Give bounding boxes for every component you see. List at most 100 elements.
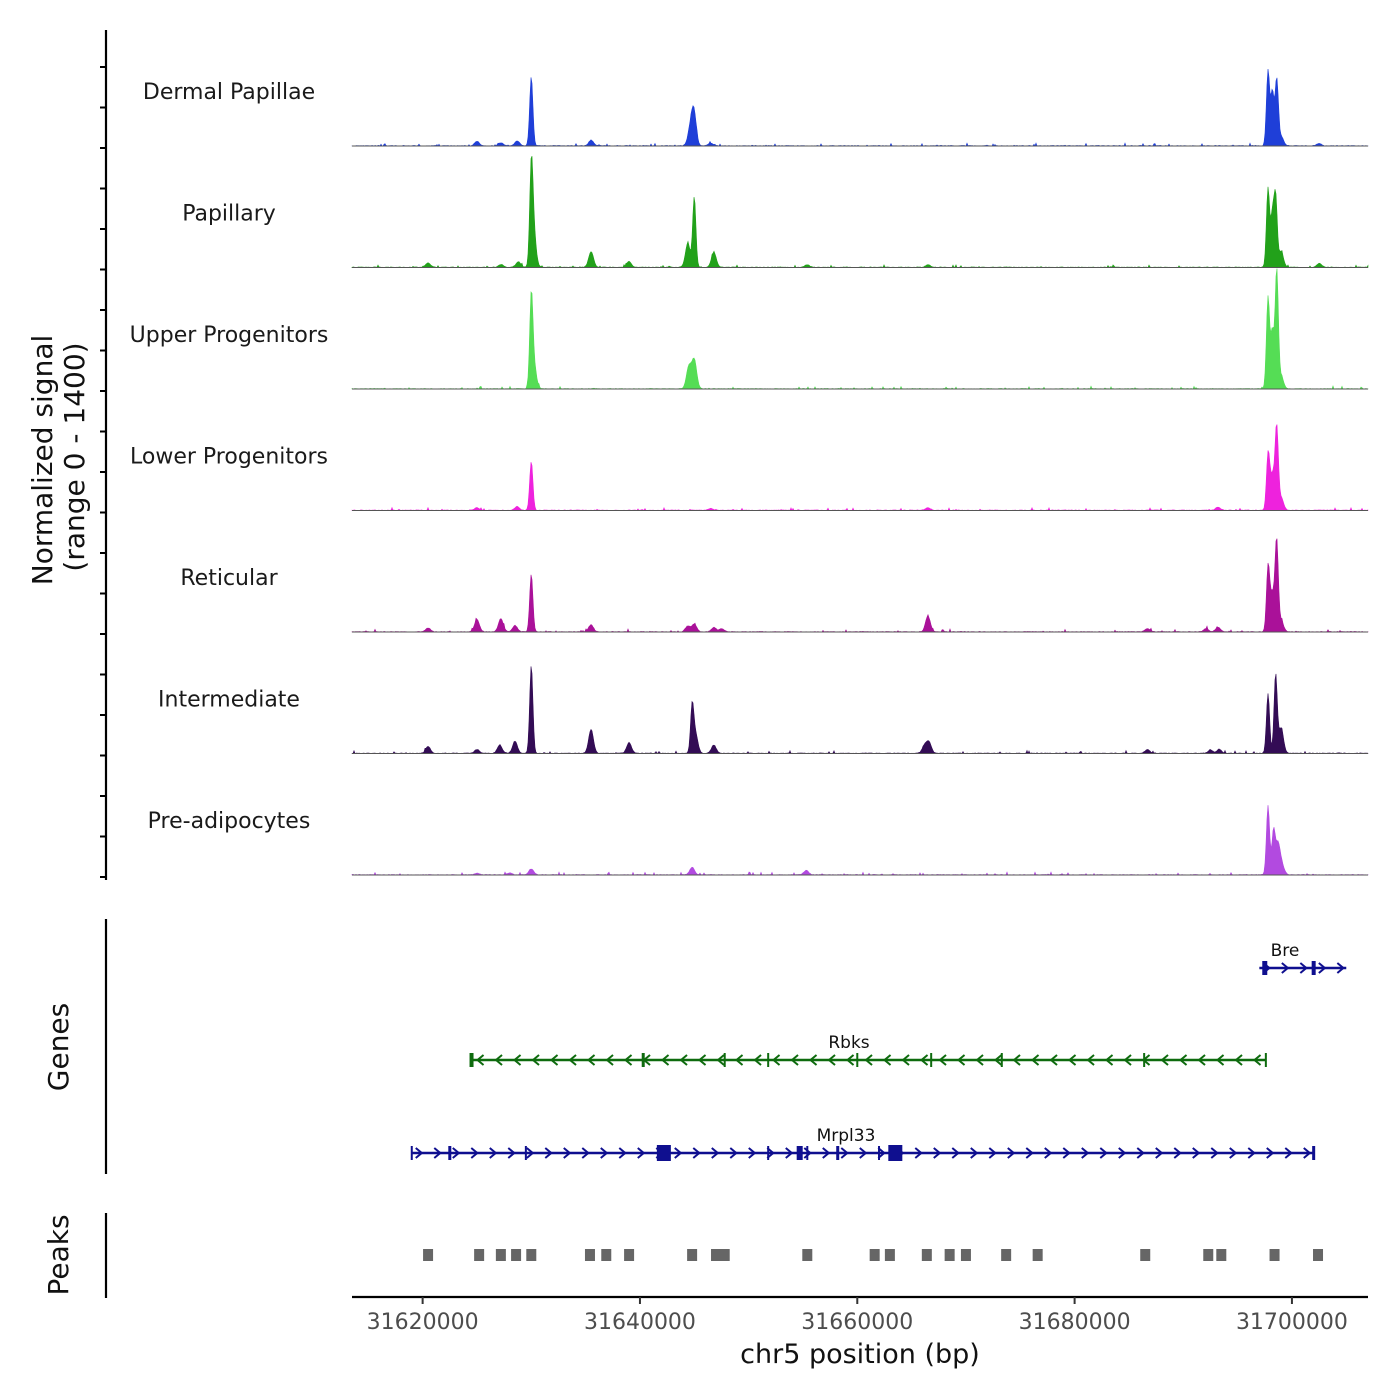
strand-arrow-icon: [790, 1054, 799, 1066]
x-axis: 31620000 31640000 31660000 31680000 31700000: [100, 30, 1368, 1335]
gene-label: Rbks: [828, 1033, 869, 1053]
strand-arrow-icon: [988, 1147, 997, 1159]
y-axis-range: (range 0 - 1400): [58, 342, 91, 571]
x-tick-label: 31660000: [801, 1310, 913, 1335]
signal-area: [351, 69, 1369, 147]
peak-region: [1313, 1249, 1324, 1261]
peak-region: [584, 1249, 595, 1261]
peak-region: [624, 1249, 635, 1261]
y-axis-title: Normalized signal: [26, 335, 59, 586]
peak-region: [511, 1249, 522, 1261]
x-axis-title: chr5 position (bp): [740, 1339, 980, 1370]
gene-exon: [767, 1053, 770, 1067]
gene-exon: [1311, 961, 1316, 975]
strand-arrow-icon: [1030, 1054, 1040, 1066]
strand-arrow-icon: [1178, 1054, 1188, 1066]
strand-arrow-icon: [470, 1147, 479, 1159]
peak-region: [495, 1249, 506, 1261]
gene-model: Mrpl33: [410, 1126, 1316, 1161]
strand-arrow-icon: [827, 1054, 836, 1066]
strand-arrow-icon: [1044, 1147, 1053, 1159]
strand-arrow-icon: [1081, 1147, 1090, 1159]
gene-exon: [723, 1053, 726, 1067]
strand-arrow-icon: [933, 1147, 942, 1159]
genes-track-title: Genes: [42, 1003, 75, 1091]
strand-arrow-icon: [549, 1054, 559, 1066]
strand-arrow-icon: [808, 1054, 818, 1066]
gene-model: Bre: [1259, 941, 1347, 975]
signal-area: [351, 424, 1369, 511]
strand-arrow-icon: [586, 1054, 596, 1066]
gene-exon: [656, 1145, 671, 1161]
strand-arrow-icon: [1247, 1147, 1256, 1159]
peak-region: [869, 1249, 880, 1261]
strand-arrow-icon: [975, 1054, 984, 1066]
peak-region: [1032, 1249, 1043, 1261]
gene-label: Bre: [1271, 941, 1300, 961]
strand-arrow-icon: [563, 1147, 572, 1159]
strand-arrow-icon: [1336, 962, 1345, 974]
peak-region: [474, 1249, 485, 1261]
strand-arrow-icon: [1104, 1054, 1114, 1066]
peak-region: [944, 1249, 955, 1261]
strand-arrow-icon: [475, 1054, 485, 1066]
strand-arrow-icon: [845, 1054, 855, 1066]
strand-arrow-icon: [729, 1147, 738, 1159]
strand-arrow-icon: [605, 1054, 614, 1066]
track-label: Pre-adipocytes: [148, 809, 311, 834]
strand-arrow-icon: [660, 1054, 670, 1066]
strand-arrow-icon: [734, 1054, 744, 1066]
strand-arrow-icon: [1155, 1147, 1164, 1159]
strand-arrow-icon: [494, 1054, 503, 1066]
strand-arrow-icon: [692, 1147, 701, 1159]
strand-arrow-icon: [803, 1147, 812, 1159]
strand-arrow-icon: [674, 1147, 683, 1159]
strand-arrow-icon: [864, 1054, 873, 1066]
signal-track: Lower Progenitors: [130, 424, 1369, 511]
gene-exon: [806, 1146, 809, 1160]
gene-exon: [1000, 1053, 1003, 1067]
strand-arrow-icon: [711, 1147, 720, 1159]
strand-arrow-icon: [938, 1054, 947, 1066]
strand-arrow-icon: [748, 1147, 757, 1159]
peak-region: [802, 1249, 813, 1261]
signal-track: Upper Progenitors: [130, 268, 1369, 390]
track-label: Dermal Papillae: [143, 80, 315, 105]
strand-arrow-icon: [1252, 1054, 1262, 1066]
strand-arrow-icon: [1160, 1054, 1169, 1066]
strand-arrow-icon: [1136, 1147, 1145, 1159]
strand-arrow-icon: [623, 1054, 633, 1066]
signal-track: Intermediate: [158, 666, 1369, 755]
gene-exon: [767, 1146, 770, 1160]
strand-arrow-icon: [1118, 1147, 1127, 1159]
strand-arrow-icon: [1062, 1147, 1071, 1159]
strand-arrow-icon: [679, 1054, 688, 1066]
peak-region: [1203, 1249, 1214, 1261]
signal-tracks: Dermal Papillae Papillary Upper Progenitor…: [130, 69, 1369, 876]
strand-arrow-icon: [766, 1147, 775, 1159]
strand-arrow-icon: [716, 1054, 725, 1066]
strand-arrow-icon: [859, 1147, 868, 1159]
gene-exon: [410, 1146, 413, 1160]
strand-arrow-icon: [512, 1054, 522, 1066]
strand-arrow-icon: [993, 1054, 1003, 1066]
strand-arrow-icon: [1266, 1147, 1275, 1159]
strand-arrow-icon: [433, 1147, 442, 1159]
strand-arrow-icon: [1123, 1054, 1132, 1066]
signal-area: [351, 538, 1369, 633]
x-tick-label: 31620000: [367, 1310, 479, 1335]
strand-arrow-icon: [697, 1054, 707, 1066]
strand-arrow-icon: [1229, 1147, 1238, 1159]
strand-arrow-icon: [1173, 1147, 1182, 1159]
gene-track: Rbks Mrpl33 Bre: [410, 941, 1347, 1161]
signal-track: Reticular: [180, 538, 1369, 633]
strand-arrow-icon: [1086, 1054, 1095, 1066]
gene-exon: [878, 1146, 881, 1160]
strand-arrow-icon: [1303, 1147, 1312, 1159]
strand-arrow-icon: [840, 1147, 849, 1159]
strand-arrow-icon: [1284, 1147, 1293, 1159]
peak-region: [921, 1249, 932, 1261]
strand-arrow-icon: [1025, 1147, 1034, 1159]
gene-label: Mrpl33: [817, 1126, 876, 1146]
signal-area: [350, 156, 1369, 268]
